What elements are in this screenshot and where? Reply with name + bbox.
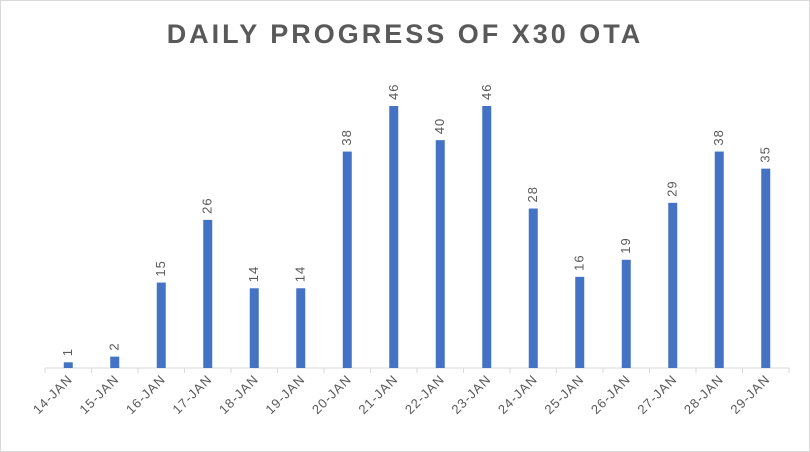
data-label: 28 — [525, 186, 540, 202]
bar-28-jan — [714, 151, 724, 368]
bar-22-jan — [435, 140, 445, 368]
bar-27-jan — [668, 202, 678, 368]
data-label: 14 — [246, 266, 261, 282]
chart-title: DAILY PROGRESS OF X30 OTA — [166, 19, 644, 49]
data-label: 2 — [107, 342, 122, 350]
data-label: 38 — [711, 129, 726, 145]
x-tick-label: 22-JAN — [402, 372, 448, 418]
bar-16-jan — [156, 282, 166, 368]
bar-25-jan — [575, 276, 585, 368]
x-tick-label: 24-JAN — [495, 372, 541, 418]
bar-15-jan — [110, 356, 120, 368]
data-label: 1 — [60, 348, 75, 356]
x-tick-label: 25-JAN — [541, 372, 587, 418]
bar-14-jan — [63, 362, 73, 368]
data-label: 40 — [432, 118, 447, 134]
bar-20-jan — [342, 151, 352, 368]
x-tick-label: 14-JAN — [30, 372, 76, 418]
bar-29-jan — [761, 168, 771, 368]
x-tick-label: 18-JAN — [216, 372, 262, 418]
data-label: 35 — [758, 146, 773, 162]
data-label: 46 — [479, 84, 494, 100]
bar-17-jan — [203, 219, 213, 368]
x-tick-label: 19-JAN — [262, 372, 308, 418]
data-label: 16 — [572, 254, 587, 270]
x-tick-label: 23-JAN — [448, 372, 494, 418]
data-label: 15 — [153, 260, 168, 276]
x-tick-label: 29-JAN — [727, 372, 773, 418]
x-tick-label: 17-JAN — [169, 372, 215, 418]
x-tick-label: 27-JAN — [634, 372, 680, 418]
x-tick-label: 20-JAN — [309, 372, 355, 418]
data-label: 46 — [386, 84, 401, 100]
bar-26-jan — [621, 259, 631, 368]
bar-18-jan — [249, 288, 259, 368]
bar-24-jan — [528, 208, 538, 368]
bar-19-jan — [296, 288, 306, 368]
data-label: 29 — [665, 180, 680, 196]
x-tick-label: 26-JAN — [588, 372, 634, 418]
x-tick-label: 21-JAN — [355, 372, 401, 418]
data-label: 19 — [618, 237, 633, 253]
x-tick-label: 28-JAN — [681, 372, 727, 418]
bar-21-jan — [389, 106, 399, 368]
x-tick-label: 15-JAN — [76, 372, 122, 418]
data-label: 14 — [293, 266, 308, 282]
x-tick-label: 16-JAN — [123, 372, 169, 418]
data-label: 26 — [200, 197, 215, 213]
bar-23-jan — [482, 106, 492, 368]
data-label: 38 — [339, 129, 354, 145]
